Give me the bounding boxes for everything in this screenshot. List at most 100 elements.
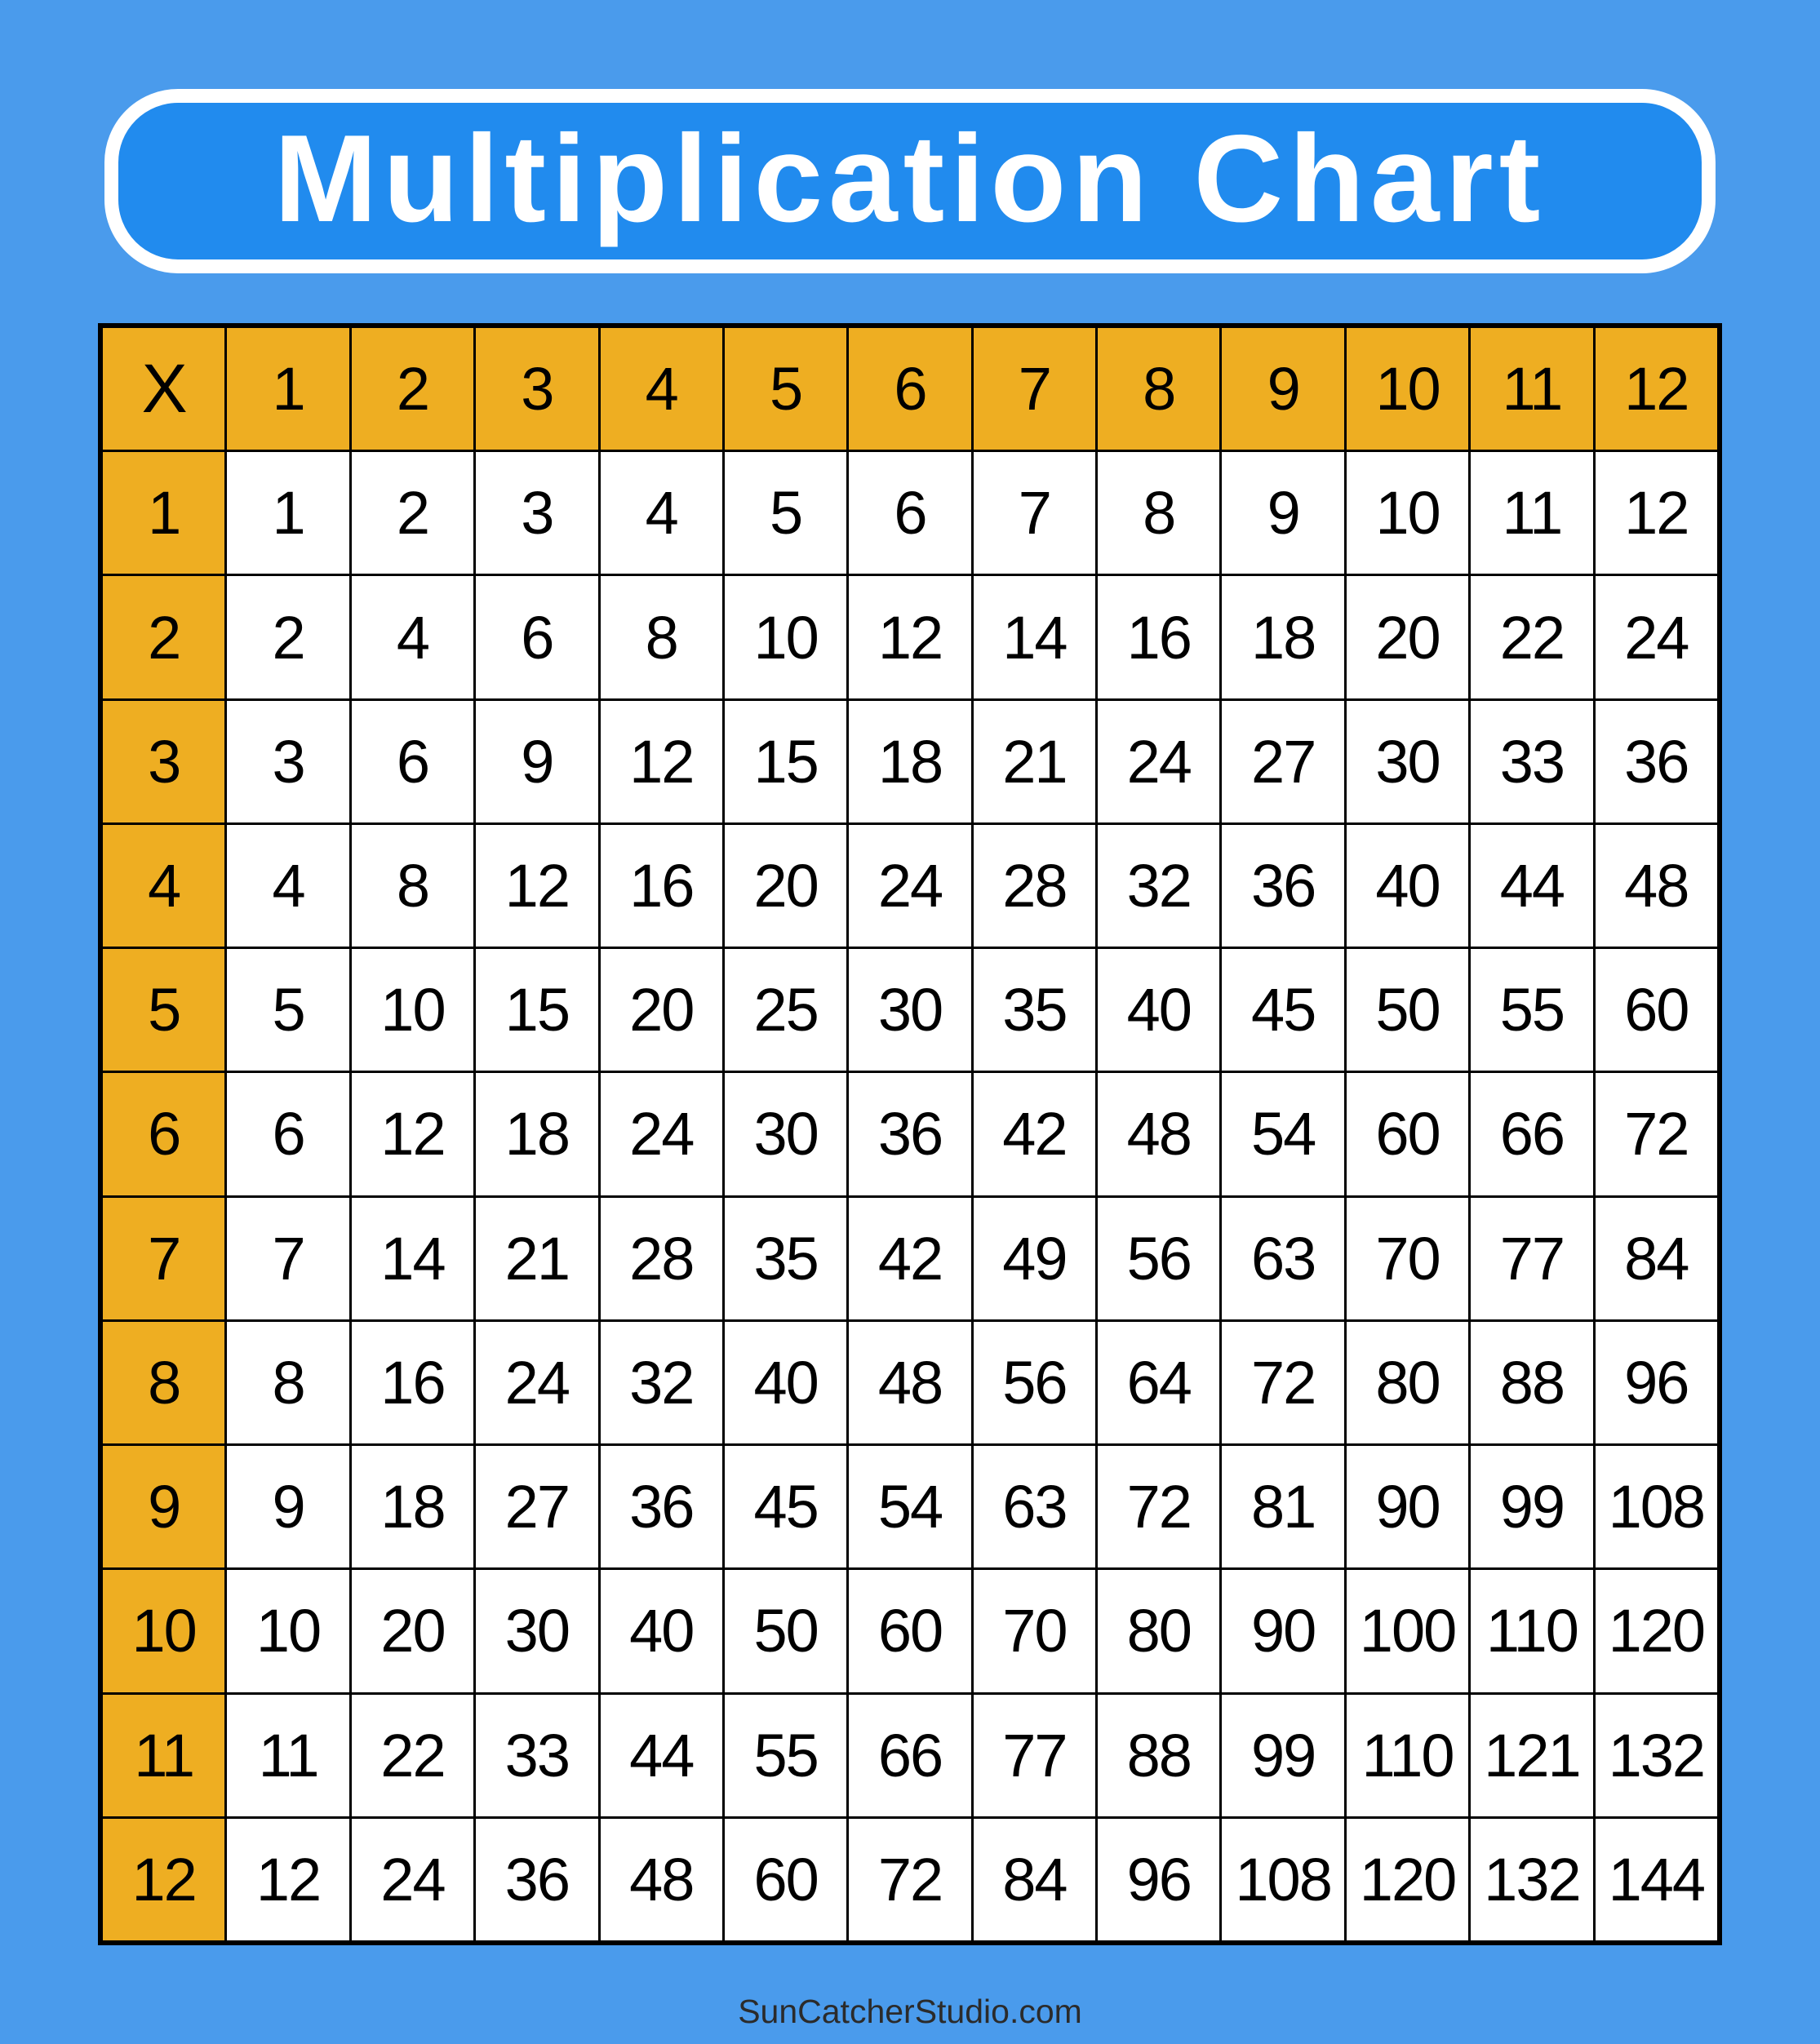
column-header: 6 [849,328,971,450]
row-header: 4 [103,824,225,947]
product-cell: 1 [227,452,349,574]
product-cell: 6 [849,452,971,574]
product-cell: 80 [1346,1321,1469,1444]
column-header: 5 [724,328,847,450]
row-header: 7 [103,1197,225,1319]
product-cell: 32 [1098,824,1220,947]
row-header: 1 [103,452,225,574]
product-cell: 120 [1346,1818,1469,1940]
product-cell: 20 [1346,576,1469,698]
column-header: 3 [476,328,598,450]
product-cell: 66 [849,1694,971,1816]
product-cell: 60 [724,1818,847,1940]
corner-cell: X [103,328,225,450]
column-header: 2 [351,328,474,450]
multiplication-table: X 1 2 3 4 5 6 7 8 9 10 11 12 1 1 2 3 4 5 6 7 8 9 10 11 12 2 2 4 6 8 10 1… [98,323,1722,1945]
product-cell: 24 [600,1073,722,1195]
product-cell: 16 [1098,576,1220,698]
product-cell: 12 [1595,452,1717,574]
product-cell: 88 [1471,1321,1593,1444]
product-cell: 48 [1595,824,1717,947]
product-cell: 45 [724,1446,847,1568]
product-cell: 84 [1595,1197,1717,1319]
product-cell: 22 [1471,576,1593,698]
product-cell: 36 [600,1446,722,1568]
product-cell: 3 [476,452,598,574]
product-cell: 30 [849,949,971,1071]
product-cell: 96 [1595,1321,1717,1444]
product-cell: 33 [1471,700,1593,822]
product-cell: 24 [849,824,971,947]
product-cell: 54 [1222,1073,1344,1195]
product-cell: 12 [227,1818,349,1940]
product-cell: 36 [849,1073,971,1195]
row-header: 6 [103,1073,225,1195]
product-cell: 72 [1595,1073,1717,1195]
product-cell: 21 [973,700,1096,822]
product-cell: 120 [1595,1570,1717,1692]
product-cell: 6 [351,700,474,822]
product-cell: 27 [476,1446,598,1568]
product-cell: 48 [600,1818,722,1940]
product-cell: 121 [1471,1694,1593,1816]
product-cell: 44 [1471,824,1593,947]
product-cell: 9 [476,700,598,822]
product-cell: 132 [1595,1694,1717,1816]
product-cell: 11 [227,1694,349,1816]
product-cell: 54 [849,1446,971,1568]
column-header: 12 [1595,328,1717,450]
product-cell: 35 [724,1197,847,1319]
product-cell: 77 [1471,1197,1593,1319]
product-cell: 25 [724,949,847,1071]
product-cell: 56 [1098,1197,1220,1319]
column-header: 8 [1098,328,1220,450]
product-cell: 50 [724,1570,847,1692]
product-cell: 21 [476,1197,598,1319]
product-cell: 14 [351,1197,474,1319]
product-cell: 45 [1222,949,1344,1071]
product-cell: 9 [1222,452,1344,574]
product-cell: 33 [476,1694,598,1816]
product-cell: 8 [600,576,722,698]
product-cell: 60 [1595,949,1717,1071]
product-cell: 72 [1222,1321,1344,1444]
row-header: 8 [103,1321,225,1444]
product-cell: 12 [849,576,971,698]
product-cell: 27 [1222,700,1344,822]
column-header: 1 [227,328,349,450]
product-cell: 6 [227,1073,349,1195]
product-cell: 81 [1222,1446,1344,1568]
row-header: 9 [103,1446,225,1568]
product-cell: 30 [724,1073,847,1195]
product-cell: 8 [227,1321,349,1444]
product-cell: 40 [1346,824,1469,947]
product-cell: 18 [1222,576,1344,698]
product-cell: 4 [227,824,349,947]
product-cell: 90 [1346,1446,1469,1568]
product-cell: 80 [1098,1570,1220,1692]
product-cell: 10 [724,576,847,698]
product-cell: 5 [724,452,847,574]
product-cell: 20 [600,949,722,1071]
product-cell: 66 [1471,1073,1593,1195]
product-cell: 48 [849,1321,971,1444]
product-cell: 12 [476,824,598,947]
product-cell: 10 [1346,452,1469,574]
product-cell: 3 [227,700,349,822]
product-cell: 132 [1471,1818,1593,1940]
product-cell: 18 [351,1446,474,1568]
product-cell: 63 [1222,1197,1344,1319]
product-cell: 8 [351,824,474,947]
product-cell: 2 [351,452,474,574]
product-cell: 72 [1098,1446,1220,1568]
product-cell: 55 [724,1694,847,1816]
product-cell: 10 [351,949,474,1071]
column-header: 11 [1471,328,1593,450]
product-cell: 60 [1346,1073,1469,1195]
product-cell: 15 [724,700,847,822]
product-cell: 24 [1098,700,1220,822]
product-cell: 28 [973,824,1096,947]
product-cell: 110 [1471,1570,1593,1692]
product-cell: 50 [1346,949,1469,1071]
column-header: 4 [600,328,722,450]
